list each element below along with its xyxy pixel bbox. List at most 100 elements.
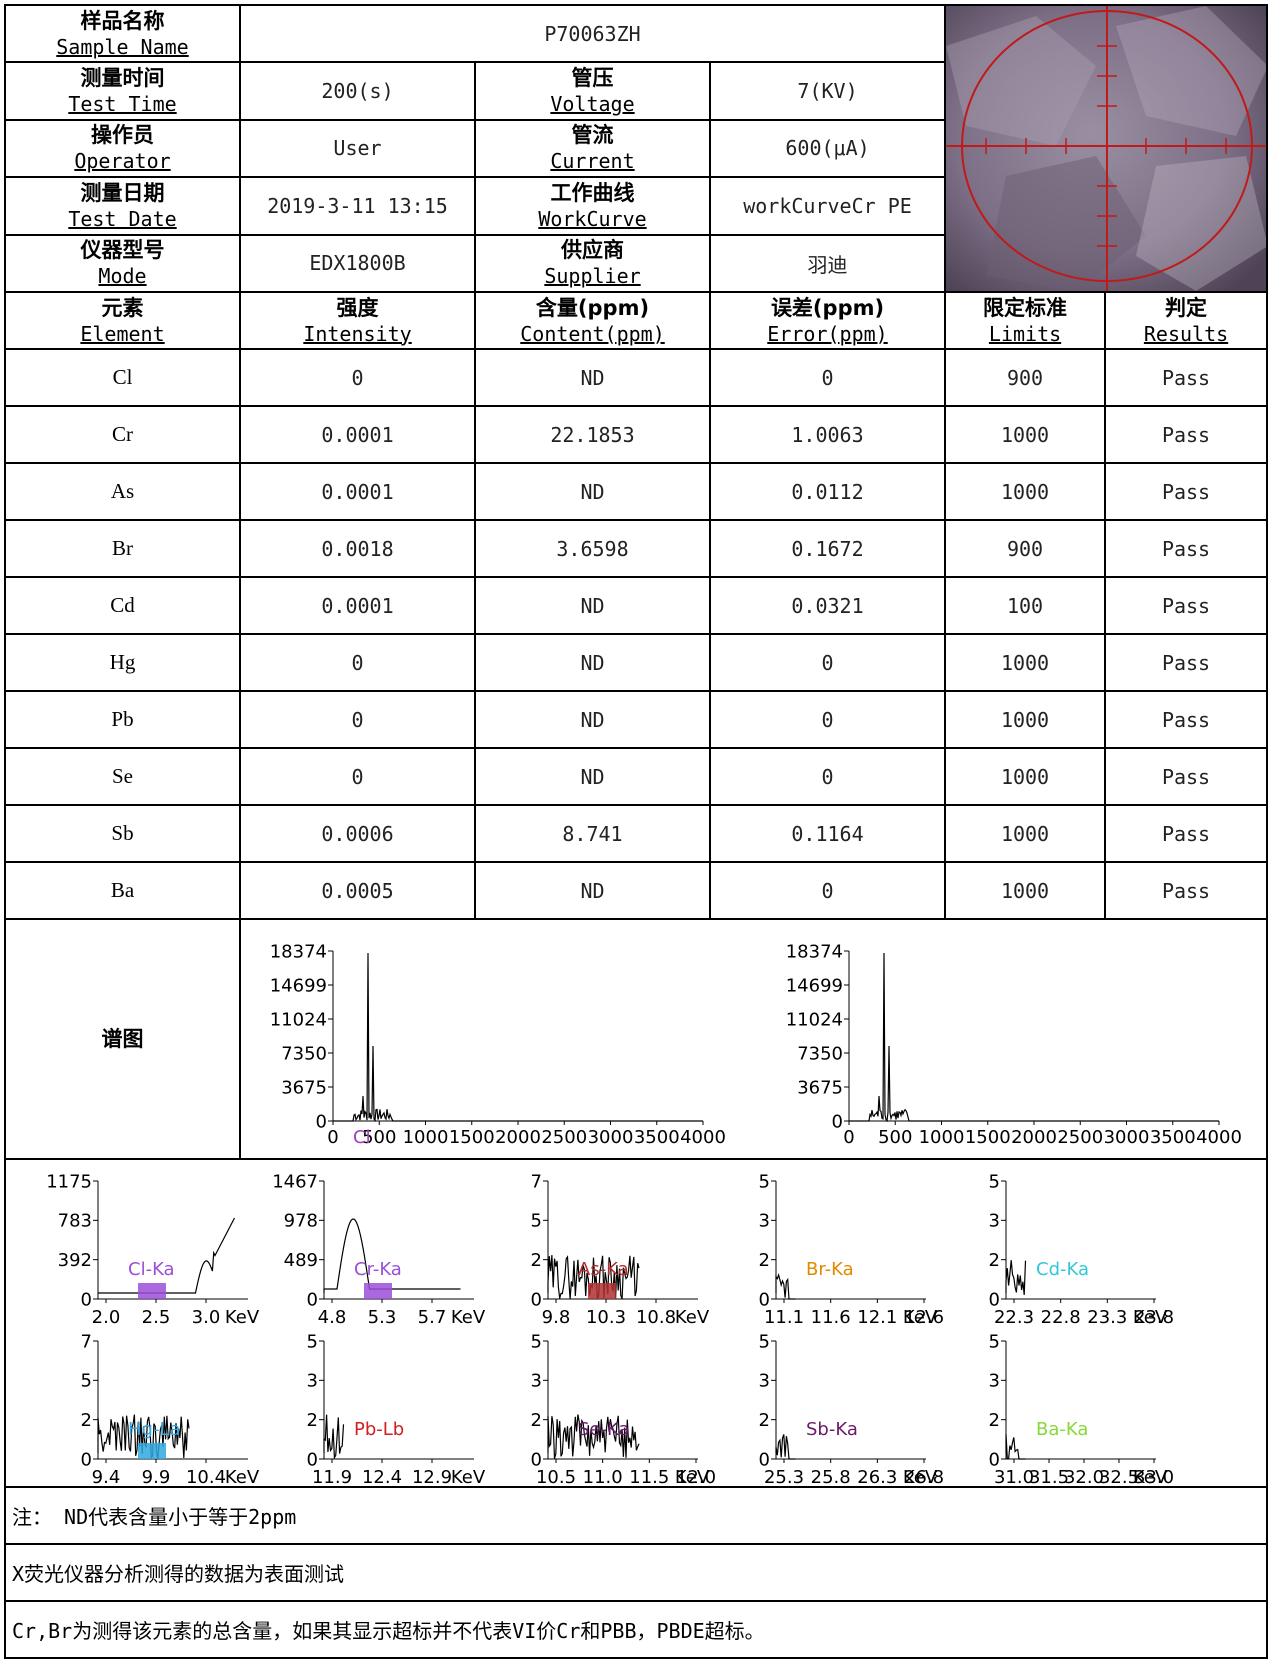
element-cell: Ba <box>4 861 241 920</box>
x-tick-label: 9.4 <box>92 1467 121 1485</box>
x-tick-label: 2500 <box>1057 1127 1103 1148</box>
result-cell: Pass <box>1104 462 1269 521</box>
x-tick-label: 4000 <box>680 1127 726 1148</box>
result-cell: Pass <box>1104 348 1269 407</box>
limit-cell: 1000 <box>944 861 1107 920</box>
test-time-value: 200(s) <box>239 61 476 121</box>
intensity-cell: 0.0001 <box>239 405 476 464</box>
x-tick-label: 11.1 <box>764 1307 804 1328</box>
content-cell: ND <box>474 633 711 692</box>
spectrum-line <box>98 1217 236 1294</box>
note-surface: X荧光仪器分析测得的数据为表面测试 <box>3 1543 1269 1602</box>
workcurve-label: 工作曲线 WorkCurve <box>474 176 711 236</box>
limit-cell: 1000 <box>944 405 1107 464</box>
sample-photo <box>944 4 1269 293</box>
x-tick-label: 22.3 <box>994 1307 1034 1328</box>
chart-2: 1175 783 392 02.0 2.5 3.0 KeV Cl-Ka <box>46 1171 260 1328</box>
supplier-label: 供应商 Supplier <box>474 233 711 294</box>
peak-spectra: 1175 783 392 0 2.0 2.5 3.0 KeV Cl-Ka 1467 978 489 0 4… <box>3 1158 1269 1488</box>
voltage-label: 管压 Voltage <box>474 61 711 121</box>
report: 样品名称 Sample Name P70063ZH <box>3 3 1269 1659</box>
intensity-cell: 0 <box>239 747 476 806</box>
x-tick-label: 3000 <box>1104 1127 1150 1148</box>
x-tick-label: 5.3 <box>368 1307 397 1328</box>
y-tick-label: 1467 <box>272 1171 318 1192</box>
spectrum-line <box>333 952 703 1123</box>
x-unit-label: KeV <box>451 1307 486 1328</box>
y-tick-label: 18374 <box>786 941 843 962</box>
y-tick-label: 0 <box>307 1449 318 1470</box>
y-tick-label: 7350 <box>797 1043 843 1064</box>
x-unit-label: KeV <box>675 1467 710 1485</box>
y-tick-label: 3 <box>989 1211 1000 1232</box>
element-cell: Cl <box>4 348 241 407</box>
supplier-value: 羽迪 <box>708 233 947 294</box>
peak-label: As-Ka <box>578 1259 629 1280</box>
y-tick-label: 5 <box>989 1331 1000 1352</box>
peak-label: Cr-Ka <box>354 1259 402 1280</box>
spectrum-line <box>775 1434 796 1460</box>
y-tick-label: 14699 <box>270 975 327 996</box>
peak-label: Br-Ka <box>806 1259 854 1280</box>
x-tick-label: 33.0 <box>1134 1467 1174 1485</box>
spectrum-line <box>547 1414 640 1459</box>
y-tick-label: 7350 <box>281 1043 327 1064</box>
peak-label: Ba-Ka <box>1036 1419 1088 1440</box>
limit-cell: 1000 <box>944 462 1107 521</box>
x-tick-label: 2000 <box>1011 1127 1057 1148</box>
chart-3: 1467 978 489 04.8 5.3 5.7 KeV Cr-Ka <box>272 1171 486 1328</box>
x-tick-label: 5.7 <box>418 1307 447 1328</box>
x-unit-label: KeV <box>1133 1467 1168 1485</box>
y-tick-label: 5 <box>307 1331 318 1352</box>
content-cell: 3.6598 <box>474 519 711 578</box>
x-tick-label: 26.8 <box>904 1467 944 1485</box>
x-tick-label: 1500 <box>965 1127 1011 1148</box>
peak-label: Pb-Lb <box>354 1419 404 1440</box>
x-tick-label: 32.0 <box>1064 1467 1104 1485</box>
intensity-cell: 0 <box>239 348 476 407</box>
table-row: Se 0 ND 0 1000 Pass <box>4 747 1269 806</box>
y-tick-label: 2 <box>531 1250 542 1271</box>
content-cell: ND <box>474 861 711 920</box>
limit-cell: 1000 <box>944 804 1107 863</box>
result-cell: Pass <box>1104 861 1269 920</box>
y-tick-label: 5 <box>759 1331 770 1352</box>
intensity-cell: 0.0006 <box>239 804 476 863</box>
spectrum-line <box>97 1414 190 1460</box>
spectrum-row: 谱图 18374 14699 11024 7350 3675 0 0 500 1000 1500 2… <box>4 918 1269 1160</box>
report-table: 样品名称 Sample Name P70063ZH <box>3 3 1269 1659</box>
limit-cell: 1000 <box>944 690 1107 749</box>
y-tick-label: 3675 <box>797 1077 843 1098</box>
table-row: As 0.0001 ND 0.0112 1000 Pass <box>4 462 1269 521</box>
y-tick-label: 1175 <box>46 1171 92 1192</box>
table-row: Sb 0.0006 8.741 0.1164 1000 Pass <box>4 804 1269 863</box>
error-cell: 0.1672 <box>708 519 947 578</box>
spectrum-line <box>323 1414 345 1460</box>
element-cell: As <box>4 462 241 521</box>
y-tick-label: 0 <box>759 1289 770 1310</box>
chart-0: 18374 14699 11024 7350 3675 00 500 1000 1500 2000… <box>270 941 726 1148</box>
y-tick-label: 0 <box>989 1449 1000 1470</box>
x-tick-label: 500 <box>878 1127 912 1148</box>
result-cell: Pass <box>1104 804 1269 863</box>
x-tick-label: 31.5 <box>1029 1467 1069 1485</box>
voltage-value: 7(KV) <box>708 61 947 121</box>
peak-marker-label: Cl <box>353 1127 371 1148</box>
column-header: 判定 Results <box>1104 291 1269 350</box>
x-tick-label: 2.0 <box>92 1307 121 1328</box>
column-header: 限定标准 Limits <box>944 291 1107 350</box>
spectrum-line <box>775 1273 796 1300</box>
y-tick-label: 2 <box>989 1410 1000 1431</box>
y-tick-label: 0 <box>832 1111 843 1132</box>
current-value: 600(μA) <box>708 118 947 179</box>
x-tick-label: 1000 <box>919 1127 965 1148</box>
peak-label: Cd-Ka <box>1036 1259 1089 1280</box>
x-unit-label: KeV <box>1133 1307 1168 1328</box>
x-tick-label: 4.8 <box>318 1307 347 1328</box>
result-cell: Pass <box>1104 747 1269 806</box>
